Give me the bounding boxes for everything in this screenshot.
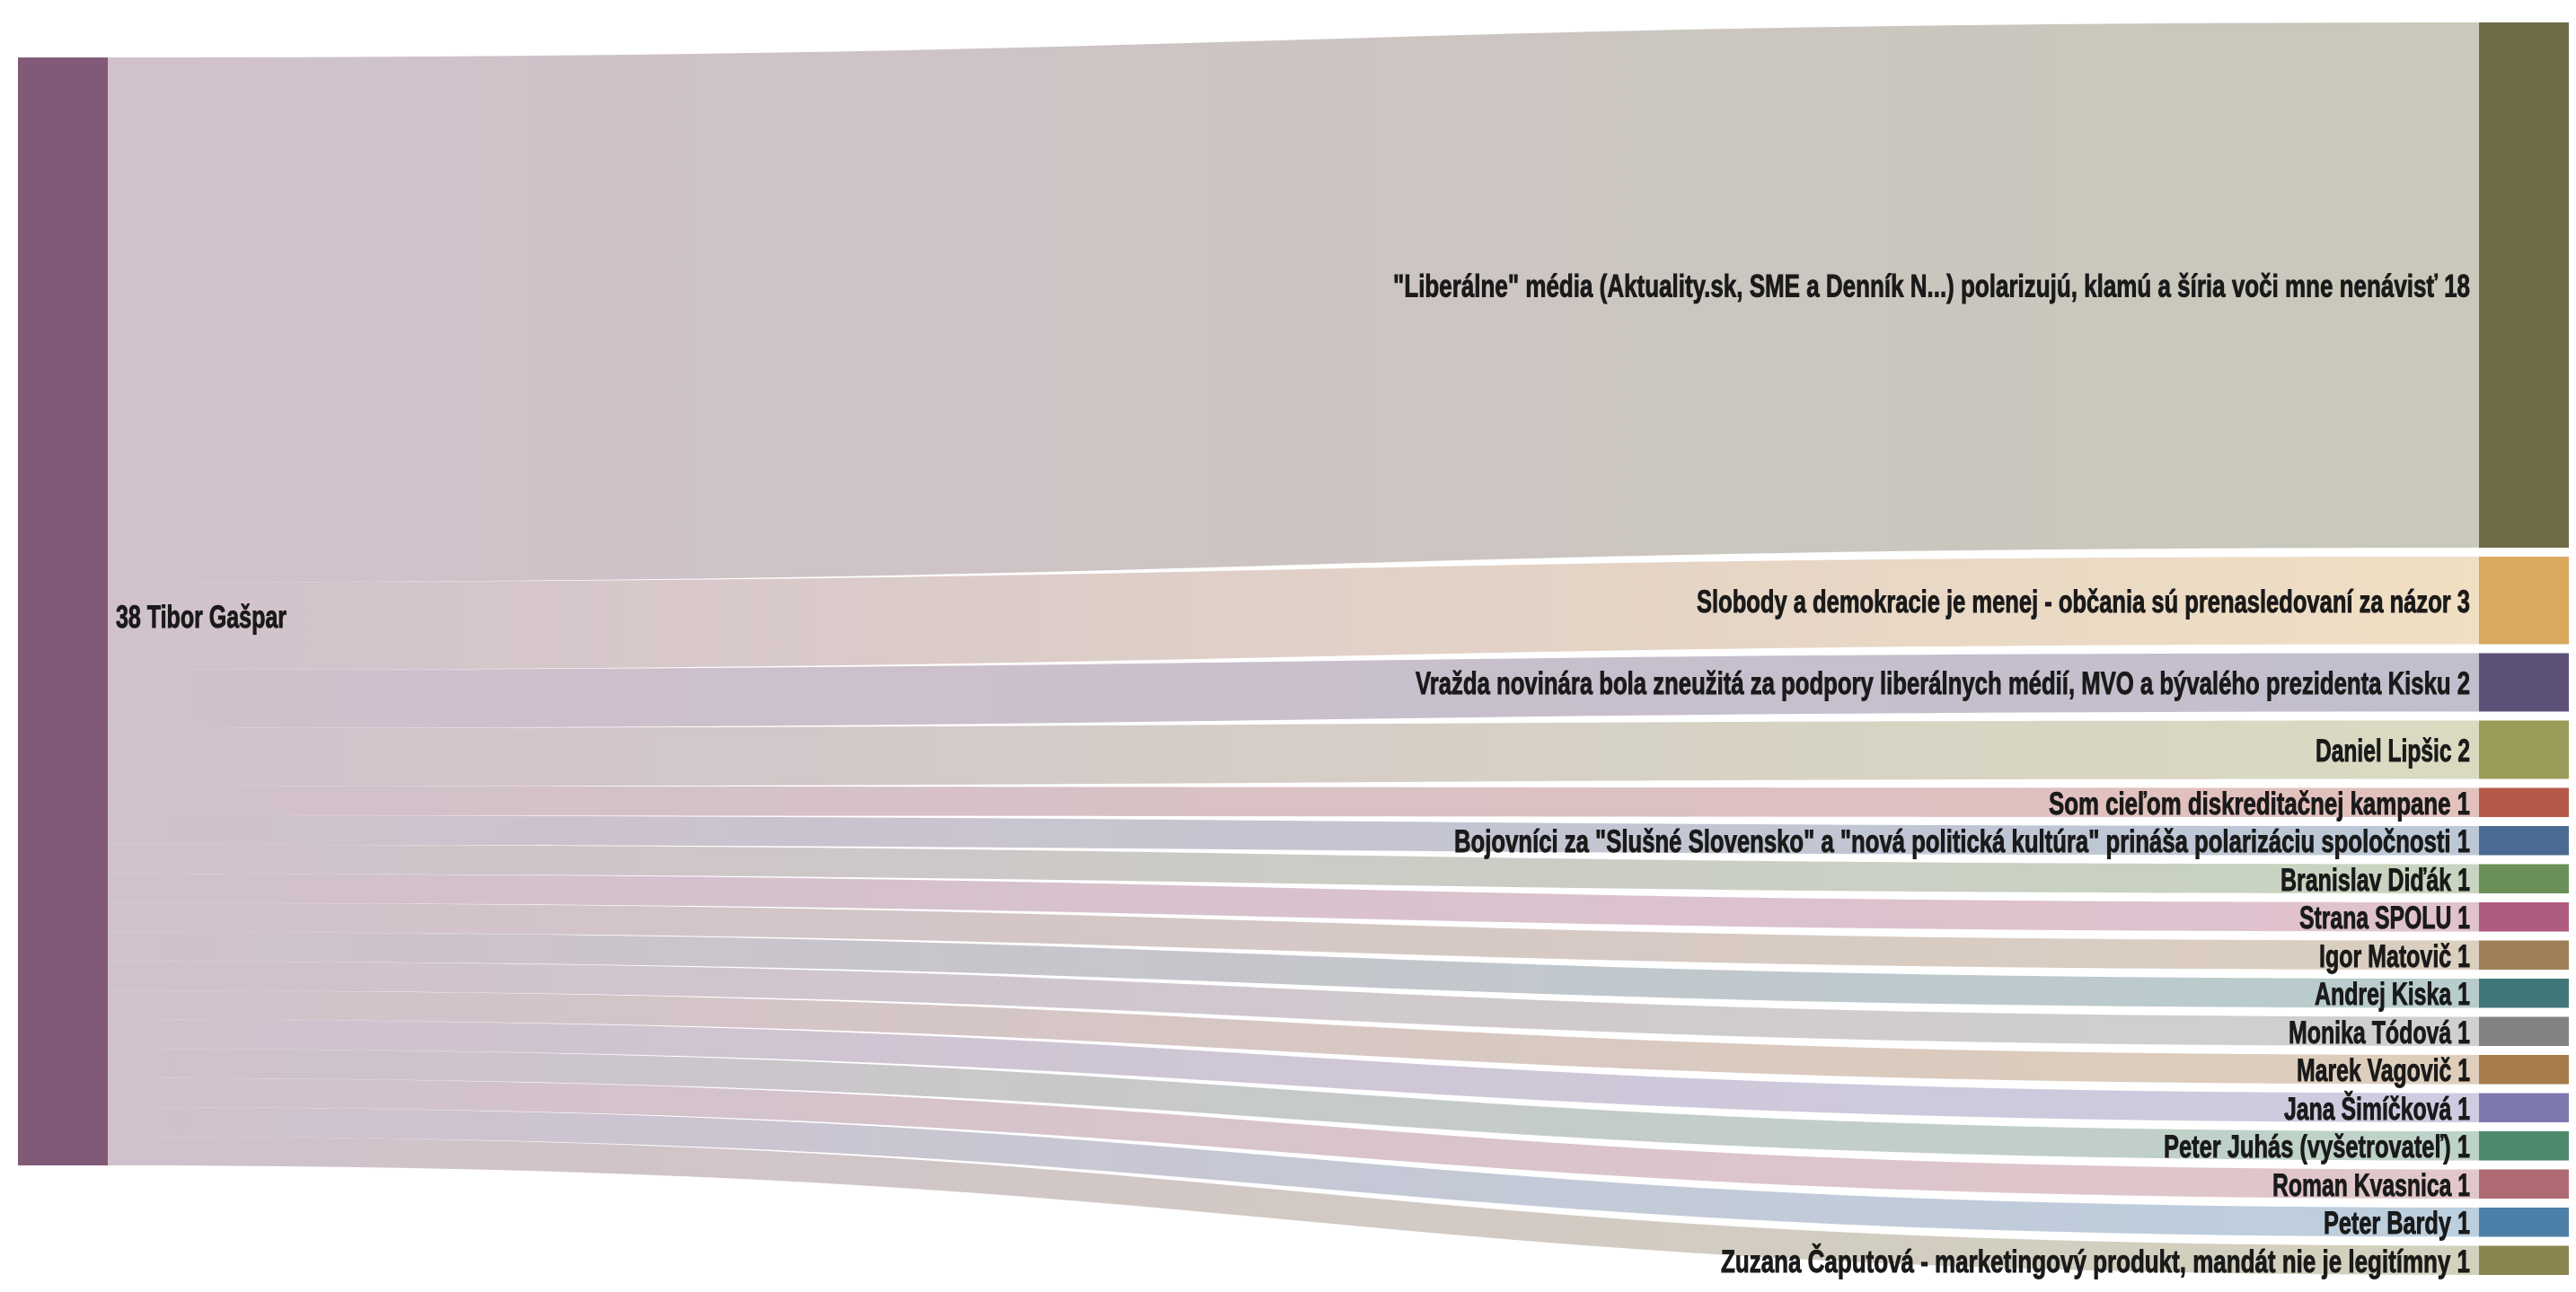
svg-text:Roman Kvasnica 1: Roman Kvasnica 1 — [2272, 1168, 2470, 1203]
svg-text:Monika Tódová 1: Monika Tódová 1 — [2289, 1015, 2470, 1050]
svg-text:Strana SPOLU 1: Strana SPOLU 1 — [2299, 901, 2470, 936]
svg-text:Peter Bardy 1: Peter Bardy 1 — [2324, 1206, 2470, 1241]
svg-text:"Liberálne" média (Aktuality.s: "Liberálne" média (Aktuality.sk, SME a D… — [1393, 269, 2470, 304]
svg-text:Andrej Kiska 1: Andrej Kiska 1 — [2315, 977, 2470, 1012]
svg-text:Slobody a demokracie je menej: Slobody a demokracie je menej - občania … — [1697, 584, 2470, 620]
svg-text:Igor Matovič 1: Igor Matovič 1 — [2319, 939, 2470, 974]
svg-text:Marek Vagovič 1: Marek Vagovič 1 — [2297, 1053, 2470, 1088]
svg-text:Vražda novinára bola zneužitá: Vražda novinára bola zneužitá za podpory… — [1416, 666, 2470, 701]
svg-text:Bojovníci za "Slušné Slovensko: Bojovníci za "Slušné Slovensko" a "nová … — [1454, 824, 2470, 859]
svg-text:Som cieľom diskreditačnej kamp: Som cieľom diskreditačnej kampane 1 — [2049, 787, 2470, 822]
svg-text:Jana Šimíčková 1: Jana Šimíčková 1 — [2284, 1091, 2470, 1127]
svg-text:Peter Juhás (vyšetrovateľ) 1: Peter Juhás (vyšetrovateľ) 1 — [2164, 1129, 2470, 1165]
svg-text:Branislav Diďák 1: Branislav Diďák 1 — [2280, 863, 2470, 898]
svg-text:38 Tibor Gašpar: 38 Tibor Gašpar — [116, 600, 287, 635]
svg-text:Daniel Lipšic 2: Daniel Lipšic 2 — [2316, 734, 2470, 769]
svg-text:Zuzana Čaputová - marketingový: Zuzana Čaputová - marketingový produkt, … — [1721, 1244, 2470, 1279]
